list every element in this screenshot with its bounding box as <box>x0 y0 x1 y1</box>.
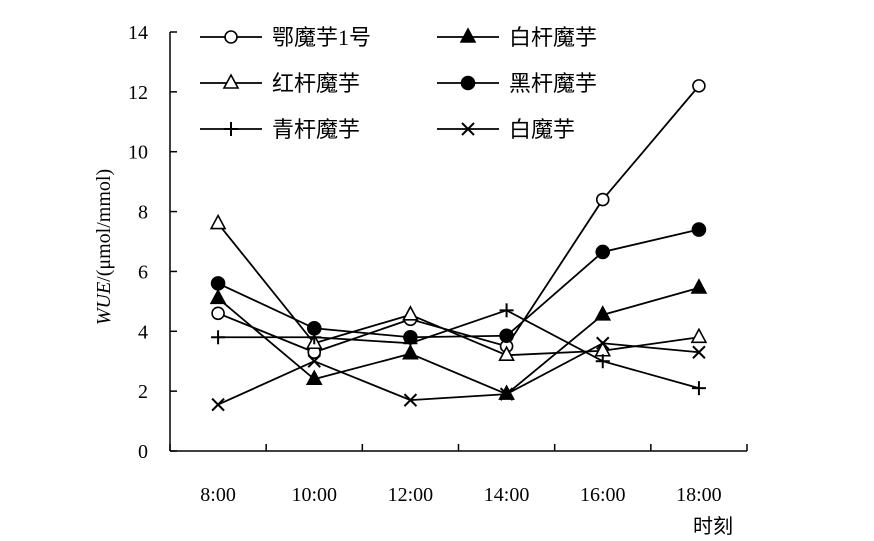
data-point <box>691 222 707 237</box>
data-point <box>222 73 240 89</box>
y-tick-label: 4 <box>138 321 148 343</box>
y-tick-label: 6 <box>138 261 148 283</box>
axes: 0 2 4 6 8 10 12 14 8:00 10:00 12:00 14:00 16:00 18:00 <box>128 22 748 506</box>
data-point <box>211 330 226 345</box>
x-axis-title: 时刻 <box>693 515 733 538</box>
legend-entry: 白魔芋 <box>437 117 575 142</box>
data-point <box>209 288 227 305</box>
data-point <box>499 328 514 344</box>
legend-entry: 白杆魔芋 <box>437 25 597 50</box>
series-2 <box>209 278 708 400</box>
series-3 <box>209 213 708 362</box>
y-tick-label: 10 <box>128 142 148 164</box>
legend-label: 青杆魔芋 <box>272 117 360 142</box>
legend-entry: 黑杆魔芋 <box>437 71 597 96</box>
data-point <box>224 122 238 136</box>
y-tick-label: 8 <box>138 202 148 224</box>
data-point <box>594 305 612 321</box>
series-line <box>217 222 700 357</box>
series-line <box>217 342 700 406</box>
data-point <box>690 278 708 294</box>
x-tick-label: 12:00 <box>388 484 434 506</box>
series-layer <box>209 79 708 412</box>
data-point <box>305 369 323 385</box>
data-point <box>499 303 514 318</box>
data-point <box>402 344 419 360</box>
legend-label: 黑杆魔芋 <box>509 71 597 96</box>
x-tick-label: 14:00 <box>484 484 530 506</box>
data-point <box>210 276 226 291</box>
data-point <box>307 354 321 368</box>
y-tick-label: 0 <box>138 441 148 463</box>
series-line <box>217 228 700 339</box>
data-point <box>595 354 610 369</box>
legend-label: 白杆魔芋 <box>509 25 597 50</box>
data-point <box>209 213 227 230</box>
legend-entry: 红杆魔芋 <box>200 71 360 96</box>
y-tick-label: 14 <box>128 22 148 44</box>
x-tick-label: 8:00 <box>200 484 236 506</box>
legend-label: 红杆魔芋 <box>272 71 360 96</box>
legend-label: 鄂魔芋1号 <box>272 25 371 50</box>
legend-label: 白魔芋 <box>509 117 575 142</box>
data-point <box>403 393 418 407</box>
data-point <box>211 306 225 321</box>
data-point <box>461 122 475 136</box>
y-axis-title-unit: /(μmol/mmol) <box>93 169 115 282</box>
series-4 <box>210 222 707 345</box>
data-point <box>211 397 225 412</box>
data-point <box>499 387 514 401</box>
y-axis-title-italic: WUE <box>93 282 115 325</box>
x-tick-label: 18:00 <box>676 484 722 506</box>
y-axis-title: WUE/(μmol/mmol) <box>93 169 115 325</box>
series-line <box>218 309 700 390</box>
y-tick-label: 12 <box>128 82 148 104</box>
data-point <box>690 327 708 344</box>
series-5 <box>211 303 706 396</box>
data-point <box>691 381 706 396</box>
x-tick-label: 10:00 <box>291 484 337 506</box>
series-6 <box>211 336 706 412</box>
series-line <box>217 287 700 396</box>
data-point <box>596 336 610 350</box>
data-point <box>595 244 611 260</box>
data-point <box>224 30 238 44</box>
data-point <box>692 79 706 93</box>
series-line <box>217 85 700 354</box>
data-point <box>498 345 515 362</box>
x-tick-label: 16:00 <box>580 484 626 506</box>
data-point <box>403 336 418 351</box>
y-tick-label: 2 <box>138 381 148 403</box>
legend-entry: 青杆魔芋 <box>200 117 360 142</box>
legend-entry: 鄂魔芋1号 <box>200 25 371 50</box>
data-point <box>460 75 476 91</box>
data-point <box>307 330 322 345</box>
data-point <box>459 27 477 43</box>
data-point <box>402 305 419 321</box>
data-point <box>595 192 610 207</box>
data-point <box>692 345 706 359</box>
